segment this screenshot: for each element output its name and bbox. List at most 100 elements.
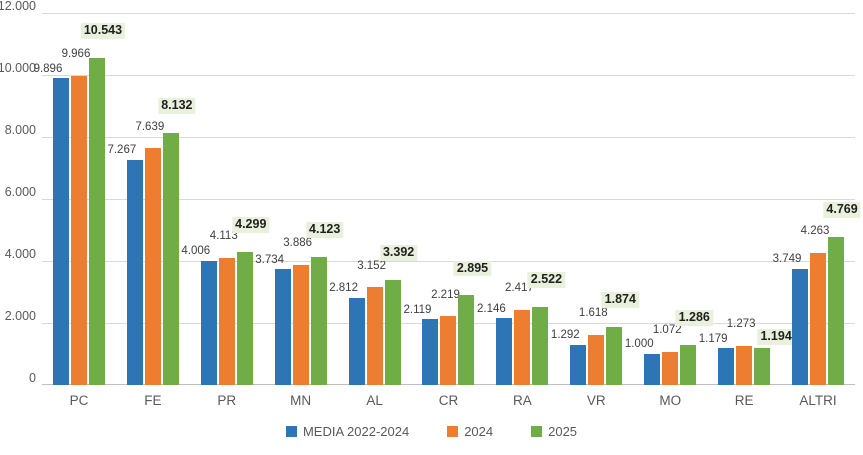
bar-media-2022-2024-mo <box>644 354 661 385</box>
value-label: 1.874 <box>601 292 639 308</box>
value-label: 2.119 <box>403 303 432 316</box>
value-label: 1.292 <box>550 329 580 342</box>
value-label: 3.886 <box>283 236 313 249</box>
bar-group: 3.734 3.886 4.123 <box>255 13 344 385</box>
legend-item-2025: 2025 <box>531 424 577 439</box>
bar-2024-vr <box>588 334 605 385</box>
bar-2024-pr <box>218 257 235 385</box>
y-axis: 0 2.000 4.000 6.000 8.000 10.000 12.000 <box>0 0 36 385</box>
value-label: 3.152 <box>357 259 386 272</box>
bar-2025-al <box>384 279 401 385</box>
value-label: 9.966 <box>61 48 91 61</box>
value-label: 4.299 <box>232 216 270 233</box>
bar-2025-mo <box>680 345 697 385</box>
value-label: 2.895 <box>453 260 492 277</box>
value-label: 1.179 <box>698 332 728 345</box>
value-label: 1.194 <box>757 329 795 345</box>
bar-media-2022-2024-cr <box>422 319 439 385</box>
category-label-mn: MN <box>290 393 312 408</box>
value-label: 2.812 <box>329 282 358 295</box>
category-label-pr: PR <box>217 393 237 408</box>
bar-media-2022-2024-vr <box>570 344 587 385</box>
category-label-al: AL <box>366 393 383 408</box>
value-label: 4.006 <box>181 245 211 258</box>
bar-media-2022-2024-altri <box>792 268 809 385</box>
category-label-cr: CR <box>438 393 459 408</box>
category-label-altri: ALTRI <box>799 393 837 408</box>
y-tick-label: 10.000 <box>0 61 36 75</box>
bar-media-2022-2024-ra <box>496 318 513 385</box>
y-tick-label: 6.000 <box>4 185 36 199</box>
bar-2024-mn <box>292 264 309 385</box>
category-label-vr: VR <box>586 393 606 408</box>
bar-2025-cr <box>458 295 475 385</box>
bar-group: 2.812 3.152 3.392 <box>329 13 418 385</box>
bar-group: 1.179 1.273 1.194 <box>699 13 795 385</box>
bar-2024-pc <box>70 76 87 385</box>
value-label: 7.639 <box>135 120 165 133</box>
value-label: 4.123 <box>306 222 344 239</box>
legend-label: MEDIA 2022-2024 <box>302 424 410 439</box>
value-label: 9.896 <box>33 62 63 75</box>
bar-2025-fe <box>162 132 179 385</box>
bar-2024-ra <box>514 310 531 385</box>
value-label: 1.072 <box>652 324 682 337</box>
legend-swatch-icon <box>447 426 459 437</box>
bar-media-2022-2024-mn <box>274 269 291 385</box>
value-label: 10.543 <box>80 23 126 40</box>
x-axis: PC FE PR MN AL CR RA VR MO RE ALTRI <box>42 393 855 411</box>
bar-2024-cr <box>440 316 457 385</box>
gridline <box>42 260 855 262</box>
legend-item-2024: 2024 <box>447 424 493 439</box>
plot-area: 9.896 9.966 10.543 7.267 7.639 8.132 4.006 4.11… <box>34 12 861 385</box>
category-label-fe: FE <box>144 393 162 408</box>
y-tick-label: 4.000 <box>4 247 36 261</box>
legend-label: 2025 <box>548 424 578 439</box>
value-label: 2.146 <box>477 302 506 315</box>
bar-media-2022-2024-pc <box>52 78 69 385</box>
bar-group: 1.000 1.072 1.286 <box>625 13 713 385</box>
gridline <box>42 74 855 76</box>
value-label: 1.286 <box>675 310 713 327</box>
value-label: 1.000 <box>624 338 654 351</box>
bar-2025-altri <box>828 237 845 385</box>
bar-2025-pc <box>88 58 105 385</box>
legend-swatch-icon <box>531 426 543 437</box>
value-label: 3.734 <box>255 253 285 266</box>
value-label: 7.267 <box>107 144 137 157</box>
category-label-ra: RA <box>513 393 532 408</box>
legend: MEDIA 2022-2024 2024 2025 <box>0 424 863 439</box>
value-label: 3.749 <box>772 253 802 266</box>
y-tick-label: 12.000 <box>0 0 36 13</box>
bar-2025-vr <box>606 326 623 385</box>
bar-group: 1.292 1.618 1.874 <box>551 13 639 385</box>
bar-group: 2.119 2.219 2.895 <box>404 13 492 385</box>
value-label: 4.263 <box>800 225 830 238</box>
bar-media-2022-2024-pr <box>200 260 217 385</box>
bar-group: 3.749 4.263 4.769 <box>773 13 861 385</box>
bar-2025-re <box>754 348 771 385</box>
category-label-re: RE <box>734 393 754 408</box>
gridline <box>42 136 855 138</box>
value-label: 4.769 <box>823 202 861 219</box>
bar-group: 2.146 2.417 2.522 <box>477 13 566 385</box>
value-label: 2.219 <box>431 288 460 301</box>
legend-item-media-2022-2024: MEDIA 2022-2024 <box>285 424 410 439</box>
bar-group: 9.896 9.966 10.543 <box>34 13 126 385</box>
legend-label: 2024 <box>464 424 494 439</box>
bar-2024-al <box>366 287 383 385</box>
value-label: 3.392 <box>379 245 418 261</box>
bar-2024-fe <box>144 148 161 385</box>
bar-media-2022-2024-fe <box>126 159 143 385</box>
gridline <box>42 12 855 14</box>
bar-2024-mo <box>662 351 679 385</box>
bar-media-2022-2024-re <box>718 348 735 385</box>
bar-2024-altri <box>810 252 827 385</box>
legend-swatch-icon <box>285 426 297 437</box>
gridline <box>42 198 855 200</box>
y-tick-label: 2.000 <box>4 309 36 323</box>
y-tick-label: 0 <box>29 371 36 385</box>
bar-2025-mn <box>310 257 327 385</box>
bar-2025-pr <box>236 251 253 385</box>
